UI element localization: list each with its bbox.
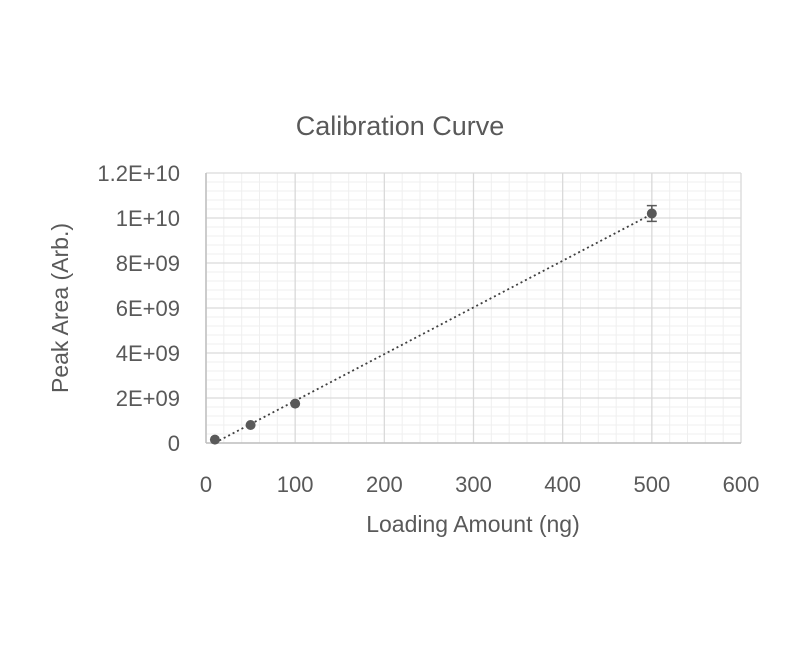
data-point: [290, 398, 301, 409]
data-points: [209, 204, 657, 445]
y-tick-label: 6E+09: [116, 296, 180, 321]
data-point: [646, 208, 657, 219]
y-tick-label: 4E+09: [116, 341, 180, 366]
x-tick-label: 100: [277, 472, 314, 497]
x-tick-label: 400: [544, 472, 581, 497]
y-tick-label: 1E+10: [116, 206, 180, 231]
data-point: [245, 420, 256, 430]
y-tick-label: 8E+09: [116, 251, 180, 276]
y-axis-title: Peak Area (Arb.): [47, 223, 73, 393]
chart-title: Calibration Curve: [296, 111, 505, 141]
y-tick-label: 1.2E+10: [97, 161, 180, 186]
axes: [205, 173, 741, 444]
x-tick-label: 500: [633, 472, 670, 497]
major-grid: [205, 172, 742, 444]
x-tick-label: 0: [200, 472, 212, 497]
trendline-group: [214, 213, 653, 444]
x-tick-label: 300: [455, 472, 492, 497]
x-tick-label: 600: [723, 472, 760, 497]
x-tick-labels: 0 100 200 300 400 500 600: [200, 472, 759, 497]
trendline: [214, 213, 653, 444]
x-tick-label: 200: [366, 472, 403, 497]
y-tick-label: 0: [168, 431, 180, 456]
data-point: [209, 434, 220, 445]
x-axis-title: Loading Amount (ng): [366, 511, 580, 537]
y-tick-labels: 0 2E+09 4E+09 6E+09 8E+09 1E+10 1.2E+10: [97, 161, 180, 456]
y-tick-label: 2E+09: [116, 386, 180, 411]
